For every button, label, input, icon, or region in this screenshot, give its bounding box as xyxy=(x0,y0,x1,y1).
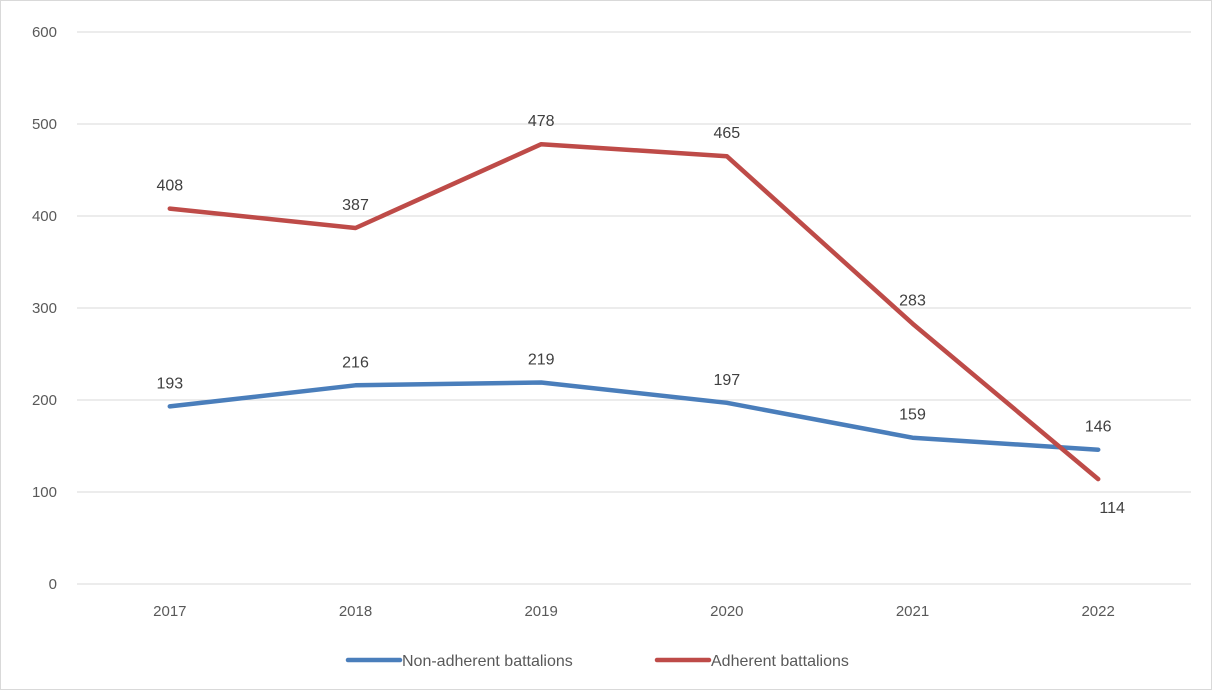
y-tick-label: 100 xyxy=(32,484,57,501)
x-tick-label: 2022 xyxy=(1081,603,1114,620)
x-tick-label: 2017 xyxy=(153,603,186,620)
legend-label: Adherent battalions xyxy=(711,653,849,670)
y-tick-label: 400 xyxy=(32,208,57,225)
x-tick-label: 2020 xyxy=(710,603,743,620)
data-label: 197 xyxy=(713,372,740,389)
x-axis-tick-labels: 2017 2018 2019 2020 2021 2022 xyxy=(153,603,1115,620)
data-label: 159 xyxy=(899,407,926,424)
data-label: 387 xyxy=(342,197,369,214)
data-label: 283 xyxy=(899,293,926,310)
data-labels: 193 216 219 197 159 146 408 387 478 465 283 114 xyxy=(156,113,1125,517)
gridlines xyxy=(77,31,1191,585)
x-tick-label: 2018 xyxy=(339,603,372,620)
series-line-adherent xyxy=(167,141,1101,482)
y-tick-label: 300 xyxy=(32,300,57,317)
x-tick-label: 2019 xyxy=(524,603,557,620)
y-tick-label: 500 xyxy=(32,116,57,133)
data-label: 465 xyxy=(713,125,740,142)
data-label: 478 xyxy=(528,113,555,130)
x-tick-label: 2021 xyxy=(896,603,929,620)
data-label: 408 xyxy=(156,178,183,195)
series-line-non-adherent xyxy=(167,380,1101,452)
y-tick-label: 0 xyxy=(49,576,57,593)
legend-label: Non-adherent battalions xyxy=(402,653,573,670)
data-label: 219 xyxy=(528,352,555,369)
series-lines xyxy=(167,141,1101,482)
data-label: 146 xyxy=(1085,419,1112,436)
y-tick-label: 600 xyxy=(32,24,57,41)
y-tick-label: 200 xyxy=(32,392,57,409)
data-label: 114 xyxy=(1099,500,1125,517)
legend: Non-adherent battalions Adherent battalio… xyxy=(345,653,849,670)
y-axis-tick-labels: 0 100 200 300 400 500 600 xyxy=(32,24,57,593)
data-label: 193 xyxy=(156,375,183,392)
data-label: 216 xyxy=(342,354,369,371)
